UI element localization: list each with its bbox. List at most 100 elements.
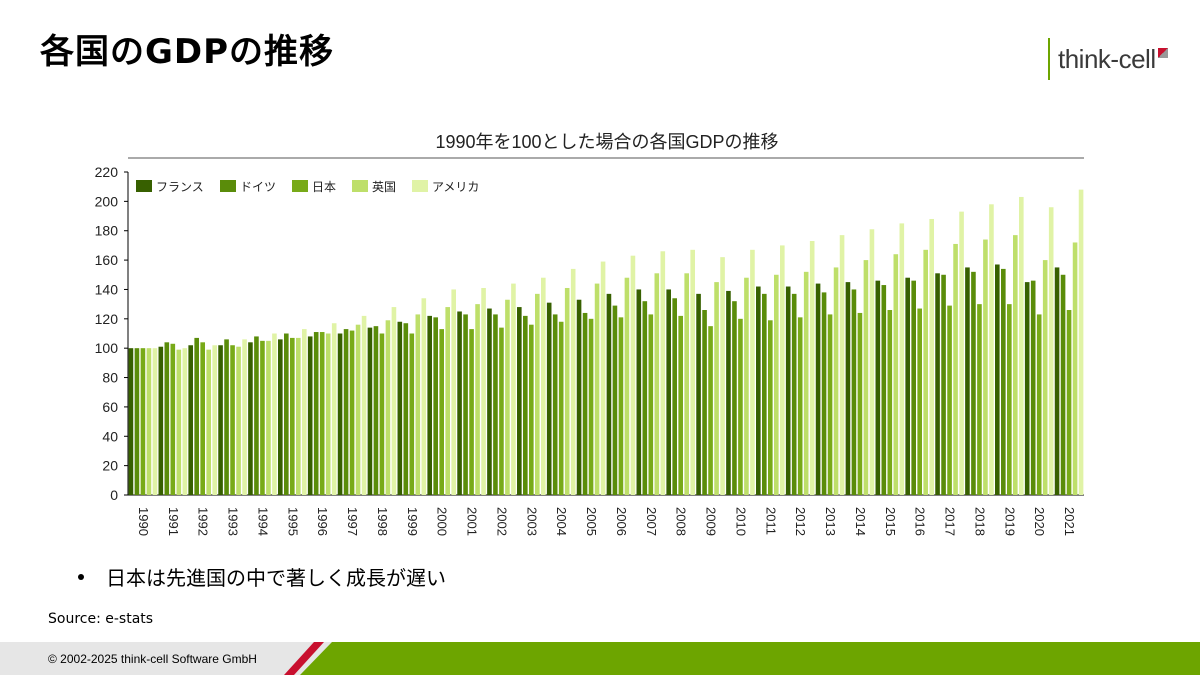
x-tick-label: 2011	[763, 507, 778, 535]
bar	[128, 348, 134, 495]
bar	[696, 293, 701, 495]
bar	[511, 283, 516, 495]
bar	[833, 267, 839, 495]
footer: © 2002-2025 think-cell Software GmbH	[0, 642, 1200, 675]
bar	[726, 290, 731, 495]
bar	[218, 345, 223, 495]
bar	[296, 337, 301, 495]
bar	[875, 280, 881, 495]
bar	[845, 282, 851, 495]
bar	[1078, 189, 1084, 496]
bar	[618, 317, 624, 495]
bar	[487, 308, 492, 495]
x-tick-label: 1992	[196, 507, 211, 536]
slide-title: 各国のGDPの推移	[40, 32, 335, 72]
bar	[493, 314, 498, 495]
gdp-chart: 1990年を100とした場合の各国GDPの推移 0 20 40 60 80 100 120 14…	[95, 132, 1084, 536]
bar	[666, 289, 671, 495]
bar	[260, 340, 265, 495]
bar	[738, 318, 743, 495]
bar	[499, 327, 504, 495]
chart-title: 1990年を100とした場合の各国GDPの推移	[435, 132, 778, 152]
bar	[857, 312, 863, 495]
bar	[1066, 310, 1072, 495]
bar	[1054, 267, 1060, 495]
bar	[809, 241, 815, 495]
bullet-icon	[78, 573, 84, 580]
bullet-point: 日本は先進国の中で著しく成長が遅い	[78, 562, 446, 591]
x-tick-label: 1999	[405, 507, 420, 536]
x-tick-label: 2009	[704, 507, 719, 536]
bar	[797, 317, 803, 495]
legend-swatch	[292, 180, 308, 192]
bar	[272, 333, 277, 495]
legend-swatch	[220, 180, 236, 192]
bar	[331, 323, 337, 495]
bar	[529, 324, 534, 495]
y-tick-label: 40	[102, 428, 118, 444]
bar	[684, 273, 689, 495]
bar	[630, 255, 636, 495]
bar	[624, 277, 630, 495]
y-tick-label: 120	[95, 311, 119, 327]
y-tick-label: 0	[110, 487, 118, 503]
source-note: Source: e-stats	[48, 611, 154, 627]
bar	[248, 342, 253, 495]
bar	[774, 274, 779, 495]
bar	[1048, 207, 1054, 495]
bar	[756, 286, 761, 495]
bar	[523, 315, 528, 495]
bullet-text: 日本は先進国の中で著しく成長が遅い	[106, 566, 446, 590]
bar	[582, 312, 588, 495]
bar	[612, 305, 618, 495]
bar	[517, 307, 522, 495]
bar	[594, 283, 600, 495]
bar	[433, 317, 438, 495]
x-tick-label: 2003	[524, 507, 539, 536]
bar	[535, 293, 540, 495]
bar	[1013, 235, 1018, 495]
y-tick-label: 180	[95, 223, 119, 239]
bar	[714, 282, 719, 495]
bar	[702, 310, 707, 495]
bar	[397, 321, 403, 495]
x-tick-label: 2007	[644, 507, 659, 536]
bar	[367, 327, 373, 495]
legend-swatch	[352, 180, 368, 192]
bar	[188, 345, 193, 495]
bar	[337, 333, 343, 495]
y-tick-label: 140	[95, 281, 119, 297]
bar	[170, 343, 176, 495]
bar	[708, 326, 713, 495]
y-tick-label: 80	[102, 370, 118, 386]
x-tick-label: 1998	[375, 507, 390, 536]
bar	[911, 280, 916, 495]
bar	[302, 329, 307, 495]
y-tick-label: 100	[95, 340, 119, 356]
bar	[230, 345, 235, 495]
bar	[588, 318, 594, 495]
bar	[827, 314, 833, 495]
x-tick-label: 2005	[584, 507, 599, 536]
bar	[427, 315, 432, 495]
bar	[1072, 242, 1078, 495]
bar	[815, 283, 821, 495]
bar	[552, 314, 558, 495]
y-tick-label: 220	[95, 164, 119, 180]
bar	[463, 314, 468, 495]
bar	[212, 345, 217, 495]
bar	[881, 285, 887, 495]
bar	[606, 293, 612, 495]
legend-label: 英国	[372, 180, 396, 194]
bar	[935, 273, 940, 495]
bar	[768, 320, 773, 495]
bar	[307, 336, 313, 495]
bar	[1042, 260, 1048, 495]
logo-mark-icon	[1157, 48, 1168, 58]
bar	[134, 348, 140, 495]
y-tick-label: 200	[95, 193, 119, 209]
bar	[284, 333, 289, 495]
bar	[929, 218, 934, 495]
bar	[678, 315, 683, 495]
x-tick-label: 1994	[255, 507, 270, 536]
